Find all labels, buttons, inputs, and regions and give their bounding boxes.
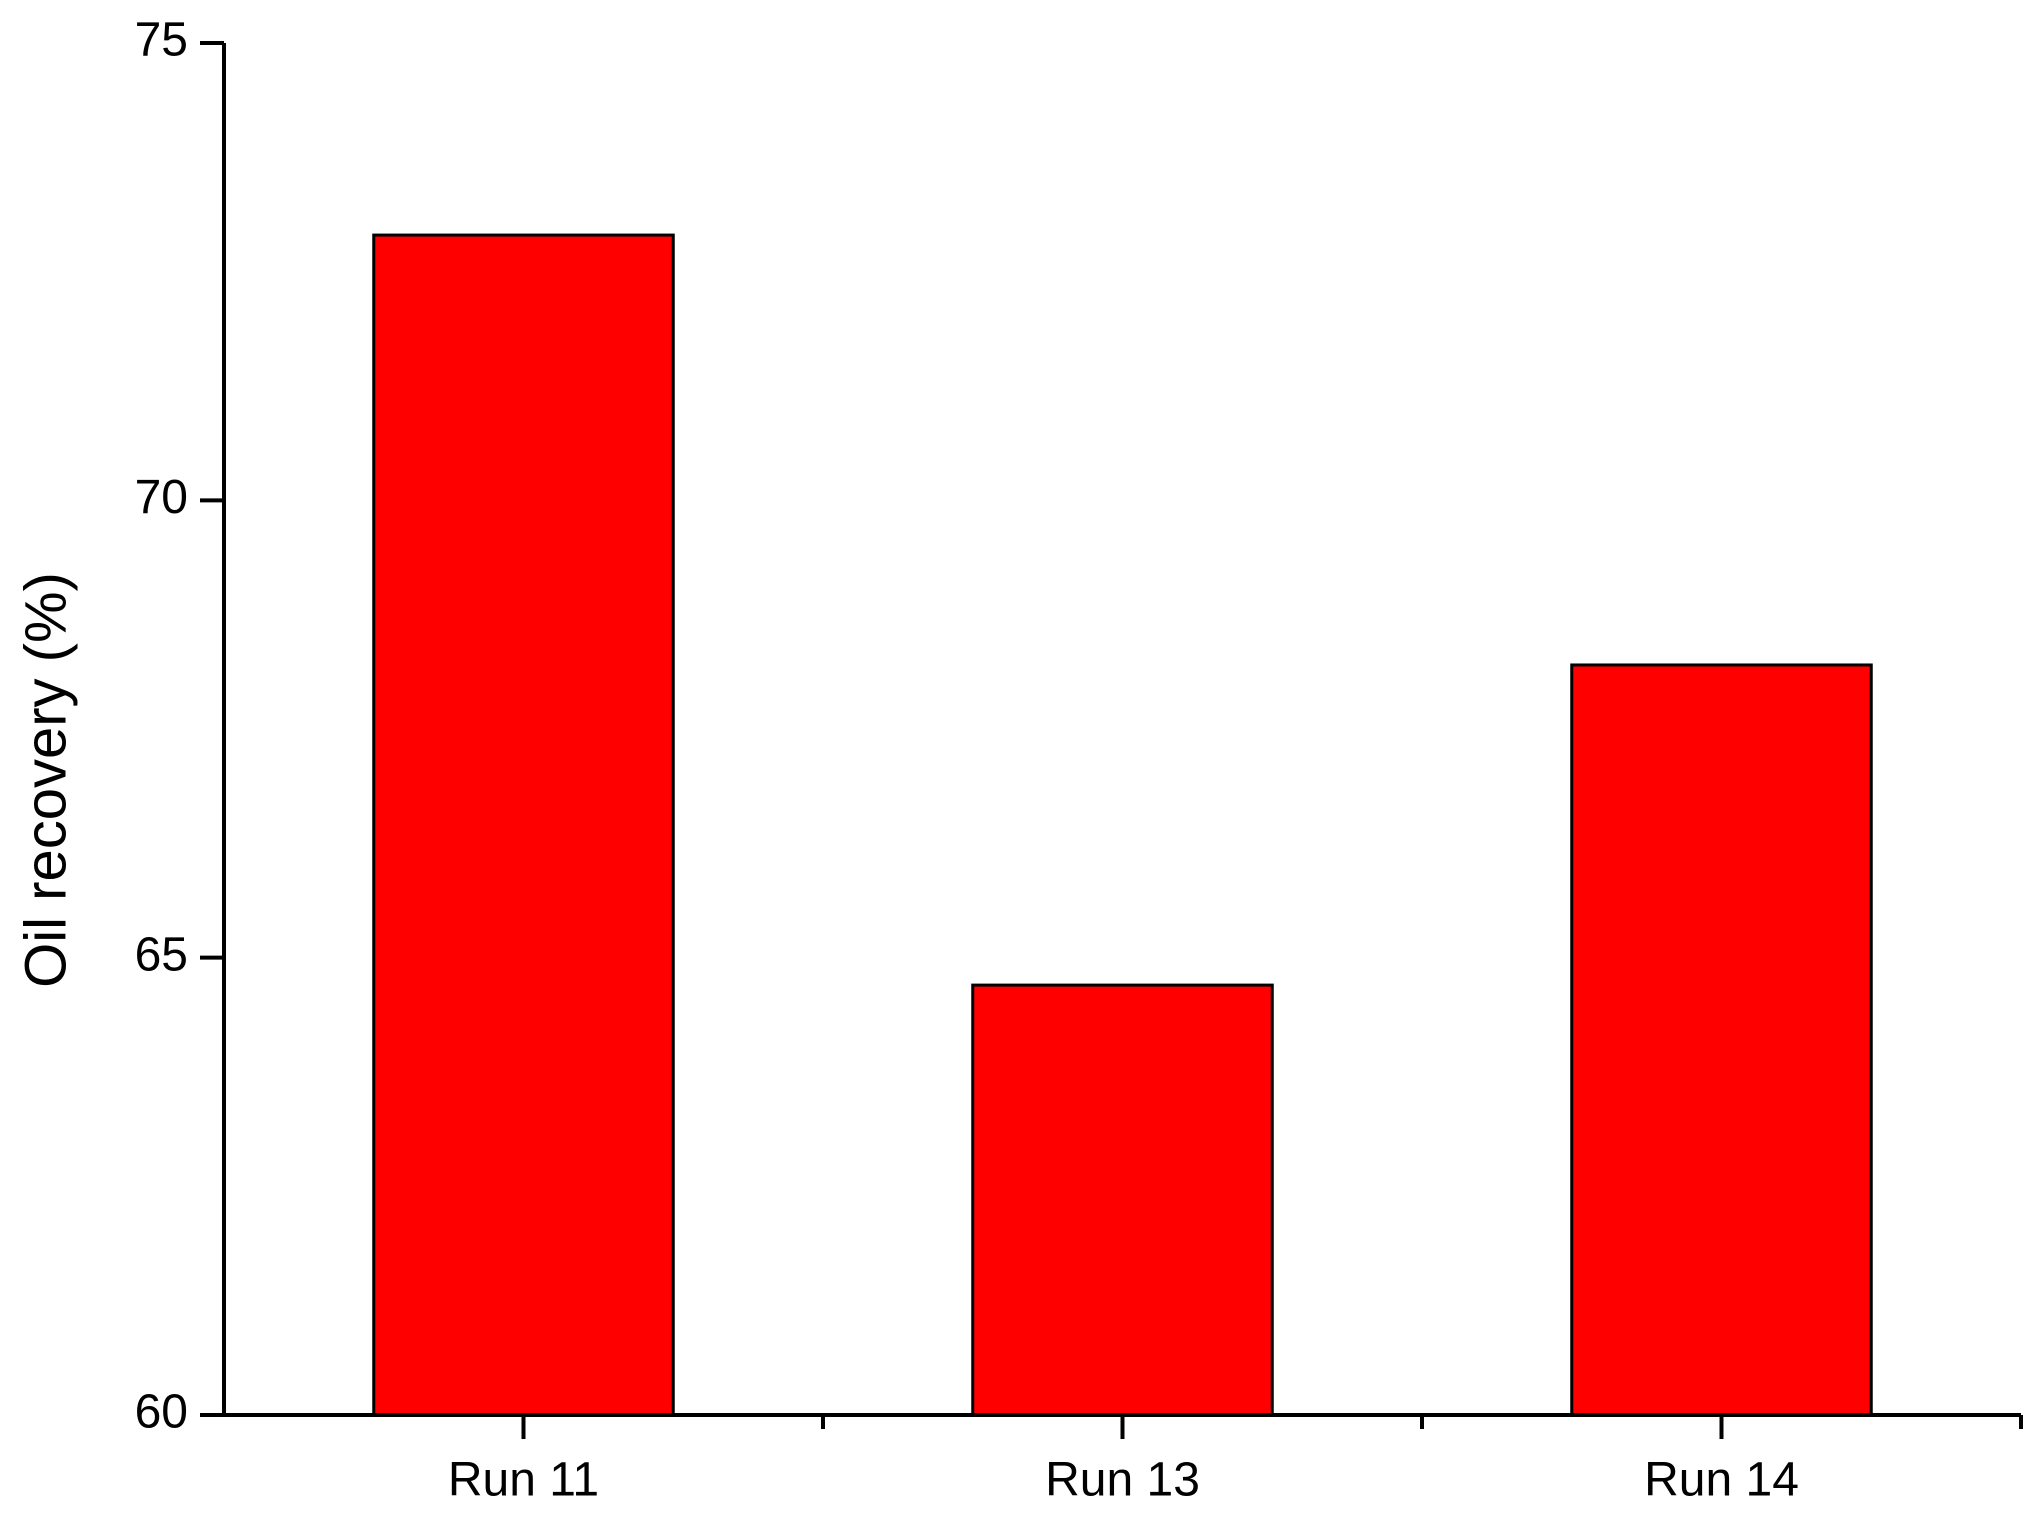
bar [372,233,675,1417]
x-tick-label: Run 13 [1045,1454,1200,1507]
y-tick-label: 60 [135,1386,188,1439]
bar [1570,663,1873,1417]
y-tick-label: 65 [135,928,188,981]
x-tick-label: Run 11 [448,1454,599,1507]
y-tick-label: 70 [135,471,188,524]
x-tick-label: Run 14 [1644,1454,1799,1507]
y-axis-label: Oil recovery (%) [13,572,78,988]
y-tick-label: 75 [135,14,188,67]
bar [971,983,1274,1417]
